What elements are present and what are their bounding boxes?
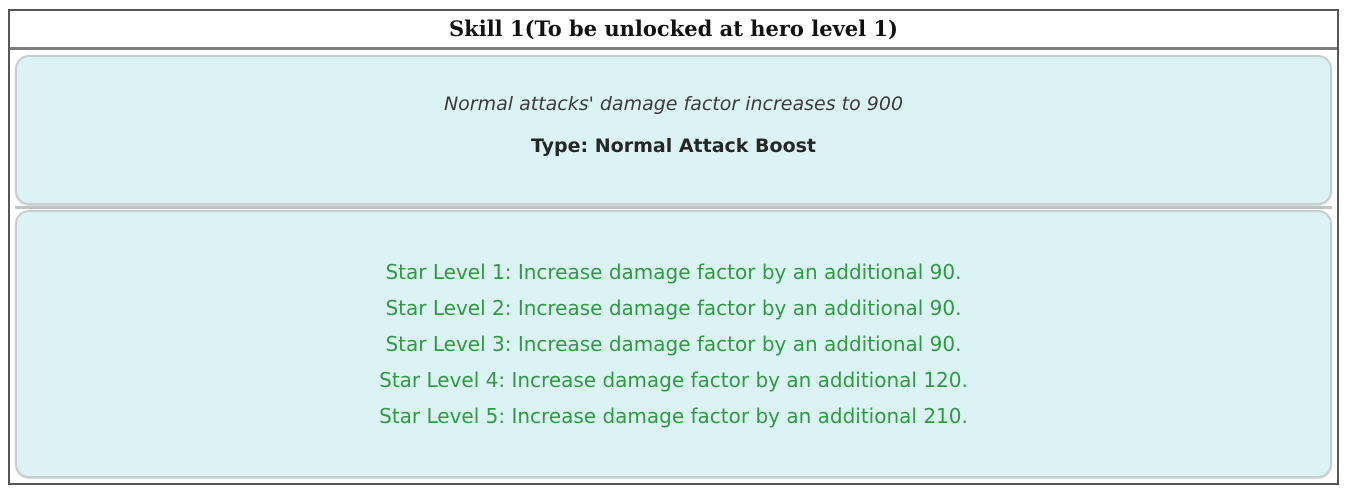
skill-card: Skill 1(To be unlocked at hero level 1) …: [8, 9, 1339, 485]
skill-title: Skill 1(To be unlocked at hero level 1): [10, 11, 1337, 50]
star-level-line-3: Star Level 3: Increase damage factor by …: [385, 332, 962, 356]
star-levels-panel: Star Level 1: Increase damage factor by …: [15, 210, 1332, 478]
panel-divider: [15, 206, 1332, 209]
star-level-line-1: Star Level 1: Increase damage factor by …: [385, 260, 962, 284]
skill-type-text: Type: Normal Attack Boost: [530, 135, 817, 157]
skill-description-text: Normal attacks' damage factor increases …: [443, 93, 904, 115]
star-level-line-2: Star Level 2: Increase damage factor by …: [385, 296, 962, 320]
star-level-line-4: Star Level 4: Increase damage factor by …: [379, 368, 968, 392]
skill-description-panel: Normal attacks' damage factor increases …: [15, 55, 1332, 205]
star-level-list: Star Level 1: Increase damage factor by …: [17, 212, 1330, 434]
skill-card-body: Normal attacks' damage factor increases …: [10, 50, 1337, 483]
star-level-line-5: Star Level 5: Increase damage factor by …: [379, 404, 968, 428]
